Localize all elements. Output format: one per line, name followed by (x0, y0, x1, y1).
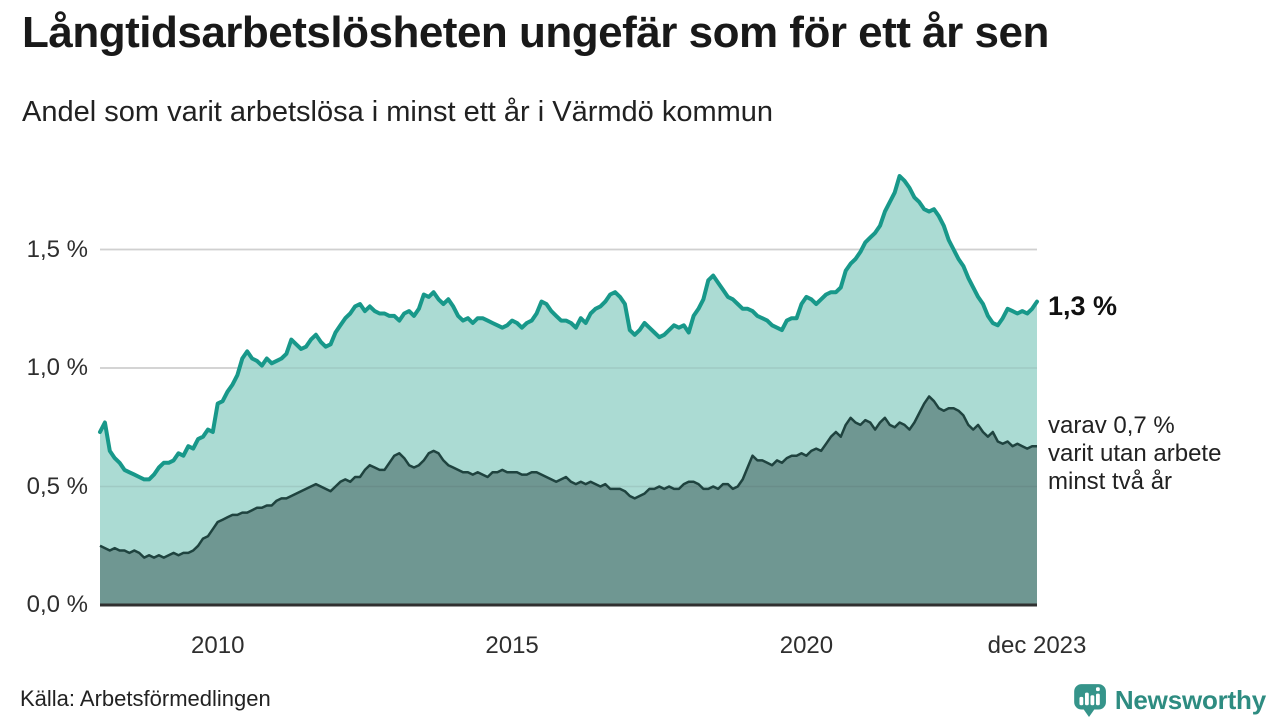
breakdown-line-2: varit utan arbete (1048, 440, 1222, 467)
x-axis-label: 2015 (485, 632, 539, 659)
brand-lockup: Newsworthy (1071, 682, 1266, 718)
y-axis-label: 1,0 % (26, 354, 88, 381)
y-axis-label: 1,5 % (26, 235, 88, 263)
x-axis-label: 2020 (779, 632, 834, 659)
y-axis-label: 0,5 % (26, 472, 88, 500)
breakdown-label: varav 0,7 % varit utan arbete minst två … (1048, 412, 1221, 496)
breakdown-line-3: minst två år (1048, 468, 1173, 495)
x-axis-label: 2010 (191, 632, 245, 659)
source-text: Källa: Arbetsförmedlingen (20, 686, 271, 711)
page-title: Långtidsarbetslösheten ungefär som för e… (22, 8, 1049, 57)
page-subtitle: Andel som varit arbetslösa i minst ett å… (22, 96, 774, 128)
brand-name: Newsworthy (1114, 684, 1266, 715)
breakdown-line-1: varav 0,7 % (1048, 412, 1175, 439)
x-axis-label: dec 2023 (987, 632, 1087, 659)
newsworthy-logo-icon (1074, 684, 1106, 717)
latest-total-label: 1,3 % (1048, 291, 1118, 321)
y-axis-label: 0,0 % (26, 591, 88, 618)
